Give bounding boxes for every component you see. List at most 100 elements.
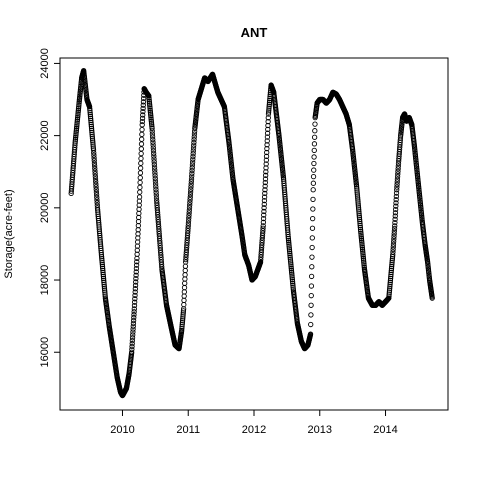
data-point bbox=[358, 237, 365, 243]
data-point bbox=[75, 113, 81, 119]
data-point bbox=[138, 151, 144, 157]
data-point bbox=[310, 180, 317, 186]
data-point bbox=[133, 275, 139, 282]
data-point bbox=[185, 220, 192, 226]
data-point bbox=[76, 104, 82, 110]
data-point bbox=[260, 223, 266, 229]
data-point bbox=[137, 175, 143, 181]
data-point bbox=[187, 191, 194, 198]
data-point bbox=[189, 173, 195, 179]
data-point bbox=[264, 134, 271, 140]
data-point bbox=[308, 302, 314, 308]
data-point bbox=[74, 122, 80, 128]
data-point bbox=[181, 301, 187, 308]
data-point bbox=[393, 196, 399, 203]
data-point bbox=[91, 160, 98, 166]
data-point bbox=[93, 184, 99, 190]
data-point bbox=[149, 134, 156, 140]
data-point bbox=[74, 120, 80, 126]
data-point bbox=[93, 189, 100, 195]
data-point bbox=[73, 127, 80, 133]
data-point bbox=[181, 289, 188, 295]
data-point bbox=[129, 343, 135, 350]
data-point bbox=[287, 252, 293, 259]
data-point bbox=[188, 184, 194, 190]
data-point bbox=[360, 252, 366, 258]
x-tick-label: 2014 bbox=[373, 424, 397, 436]
data-point bbox=[289, 275, 295, 281]
data-point bbox=[152, 175, 158, 182]
data-point bbox=[130, 320, 137, 326]
data-point bbox=[91, 152, 97, 158]
data-point bbox=[190, 156, 196, 162]
data-point bbox=[188, 181, 194, 187]
data-point bbox=[93, 186, 99, 193]
data-point bbox=[288, 265, 294, 272]
data-point bbox=[146, 96, 152, 103]
data-point bbox=[289, 271, 295, 277]
data-point bbox=[263, 165, 269, 171]
y-tick-label: 22000 bbox=[39, 120, 51, 151]
data-point bbox=[288, 260, 294, 266]
data-point bbox=[151, 164, 158, 170]
data-point bbox=[391, 225, 398, 232]
data-point bbox=[74, 116, 81, 123]
data-point bbox=[140, 102, 146, 108]
data-point bbox=[132, 296, 138, 302]
data-point bbox=[147, 109, 154, 115]
data-point bbox=[393, 203, 399, 209]
data-point bbox=[360, 250, 366, 256]
data-point bbox=[287, 250, 293, 257]
data-point bbox=[187, 197, 193, 203]
data-point bbox=[129, 346, 135, 352]
data-point bbox=[153, 186, 159, 193]
data-point bbox=[309, 244, 315, 251]
data-point bbox=[263, 172, 269, 178]
data-point bbox=[267, 92, 273, 98]
data-point bbox=[93, 192, 100, 198]
data-point bbox=[357, 224, 364, 231]
data-point bbox=[140, 112, 146, 118]
data-point bbox=[290, 280, 296, 287]
data-point bbox=[147, 105, 153, 112]
data-point bbox=[191, 136, 197, 143]
data-point bbox=[288, 269, 295, 275]
data-point bbox=[146, 98, 152, 104]
data-point bbox=[181, 297, 187, 304]
data-point bbox=[360, 253, 366, 260]
data-point bbox=[139, 118, 146, 125]
data-point bbox=[359, 241, 365, 247]
data-point bbox=[359, 239, 365, 245]
data-point bbox=[360, 248, 366, 254]
data-point bbox=[361, 261, 367, 267]
data-point bbox=[265, 115, 271, 121]
data-point bbox=[185, 218, 192, 224]
data-point bbox=[131, 312, 137, 318]
data-point bbox=[182, 280, 188, 286]
data-point bbox=[309, 264, 315, 270]
data-point bbox=[261, 197, 268, 204]
data-point bbox=[286, 248, 293, 255]
data-point bbox=[76, 102, 82, 108]
data-point bbox=[146, 93, 152, 99]
data-point bbox=[75, 109, 81, 115]
data-point bbox=[429, 295, 435, 301]
data-point bbox=[266, 101, 272, 107]
data-point bbox=[190, 153, 196, 160]
data-point bbox=[140, 109, 146, 115]
data-point bbox=[288, 267, 295, 273]
data-point bbox=[359, 243, 365, 249]
data-point bbox=[263, 157, 270, 163]
data-point bbox=[152, 167, 158, 173]
data-point bbox=[391, 238, 397, 245]
data-point bbox=[261, 205, 267, 211]
data-point bbox=[152, 181, 159, 187]
data-point bbox=[289, 278, 296, 285]
data-point bbox=[308, 273, 315, 280]
data-point bbox=[189, 170, 195, 176]
data-point bbox=[148, 116, 154, 123]
data-point bbox=[150, 142, 156, 148]
data-point bbox=[390, 241, 397, 247]
data-point bbox=[153, 184, 159, 190]
data-point bbox=[148, 113, 154, 119]
